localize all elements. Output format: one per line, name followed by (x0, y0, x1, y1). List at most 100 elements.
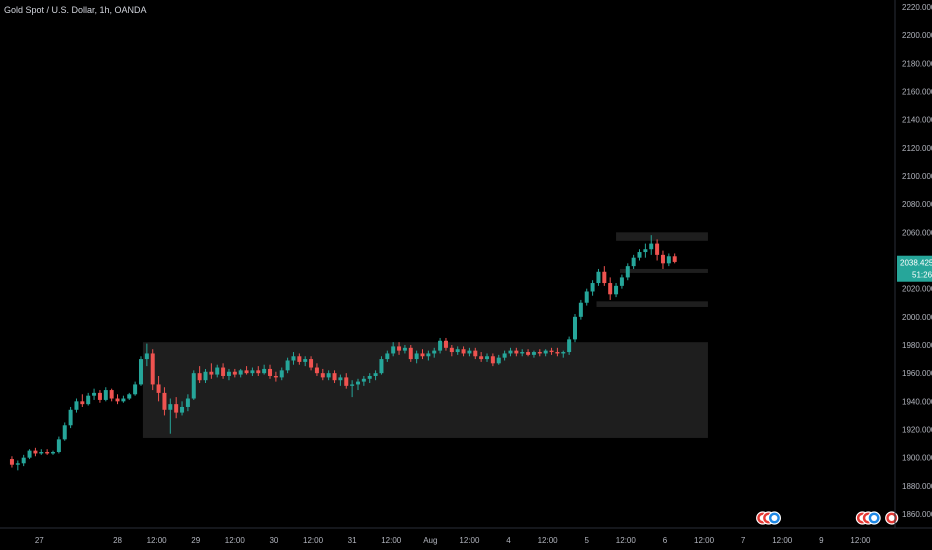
candle (285, 357, 290, 374)
candle (92, 388, 97, 400)
candle (303, 356, 308, 367)
event-marker-dot (871, 515, 878, 521)
candle (467, 347, 472, 357)
candle (174, 397, 179, 419)
price-zone (142, 342, 708, 438)
candle-body (643, 249, 648, 253)
time-tick-label: 7 (741, 536, 746, 545)
candle (414, 350, 419, 364)
candle-body (432, 350, 437, 354)
candle-body (660, 254, 665, 264)
candle-body (578, 302, 583, 317)
candle (150, 349, 155, 391)
last-price-tag: 2038.425 51:26 (897, 255, 932, 282)
last-price-tag-box (897, 255, 932, 282)
candle-body (92, 392, 97, 396)
event-marker[interactable] (885, 511, 899, 525)
candle-body (608, 283, 613, 295)
price-tick-label: 2180.000 (902, 59, 932, 68)
economic-events (756, 511, 899, 525)
candle (655, 239, 660, 261)
time-tick-label: 12:00 (772, 536, 793, 545)
candle (438, 337, 443, 354)
candle (625, 263, 630, 281)
candle-body (103, 390, 108, 400)
candle (508, 347, 513, 357)
candle (672, 253, 677, 264)
candle (156, 375, 161, 402)
time-tick-label: 12:00 (850, 536, 871, 545)
price-tick-label: 2140.000 (902, 116, 932, 125)
candle (215, 364, 220, 378)
candle-body (297, 356, 302, 362)
candle (309, 356, 314, 371)
candle (97, 390, 102, 403)
time-tick-label: 12:00 (616, 536, 637, 545)
candle (121, 395, 126, 403)
event-marker-dot (771, 515, 778, 521)
candle (590, 280, 595, 296)
candle (666, 253, 671, 267)
price-zone (619, 268, 708, 273)
candle-body (232, 371, 237, 375)
candle-body (443, 340, 448, 348)
candle-body (473, 350, 478, 357)
candle-body (33, 450, 38, 454)
event-marker[interactable] (767, 511, 782, 525)
candle (27, 449, 32, 460)
candle (426, 350, 431, 361)
candle-body (56, 439, 61, 453)
candle-body (355, 381, 360, 385)
time-tick-label: 12:00 (381, 536, 402, 545)
price-tick-label: 1940.000 (902, 397, 932, 406)
candle-body (508, 350, 513, 354)
candle (74, 398, 79, 413)
candle (514, 347, 519, 357)
candle (402, 345, 407, 354)
candle-body (467, 350, 472, 354)
candle-body (391, 346, 396, 354)
candle (39, 449, 44, 455)
candle-body (496, 357, 501, 364)
candle-body (97, 392, 102, 400)
candle (479, 352, 484, 362)
event-marker[interactable] (867, 511, 881, 525)
candle-body (449, 347, 454, 353)
candle-body (402, 347, 407, 351)
candle-body (438, 340, 443, 351)
candle (103, 387, 108, 402)
candle-body (320, 373, 325, 378)
candle-body (590, 283, 595, 292)
candle-body (561, 352, 566, 354)
time-tick-label: 30 (269, 536, 278, 545)
candle-body (133, 384, 138, 395)
candle-body (596, 271, 601, 284)
time-tick-label: 29 (191, 536, 200, 545)
candle-body (185, 398, 190, 407)
candle-body (502, 353, 507, 358)
candle (485, 353, 490, 362)
candle (643, 243, 648, 258)
candle-body (27, 450, 32, 458)
candle (660, 250, 665, 269)
price-tick-label: 2020.000 (902, 285, 932, 294)
candle (355, 378, 360, 391)
candle-body (531, 352, 536, 355)
candle-body (162, 392, 167, 410)
candle (614, 283, 619, 298)
candle (56, 436, 61, 454)
candle (344, 373, 349, 389)
time-tick-label: 9 (819, 536, 824, 545)
time-axis[interactable]: 27 28 12:00 29 12:00 30 12:00 31 12:00 Aug 12:00 4 1… (0, 527, 932, 545)
candle (191, 370, 196, 400)
candle-body (238, 370, 243, 375)
candle-body (150, 353, 155, 385)
time-tick-label: 28 (113, 536, 122, 545)
candle (127, 392, 132, 400)
candle (51, 450, 56, 455)
candle (455, 346, 460, 355)
candle-body (285, 360, 290, 371)
price-zones (142, 232, 708, 438)
candle-body (361, 378, 366, 382)
